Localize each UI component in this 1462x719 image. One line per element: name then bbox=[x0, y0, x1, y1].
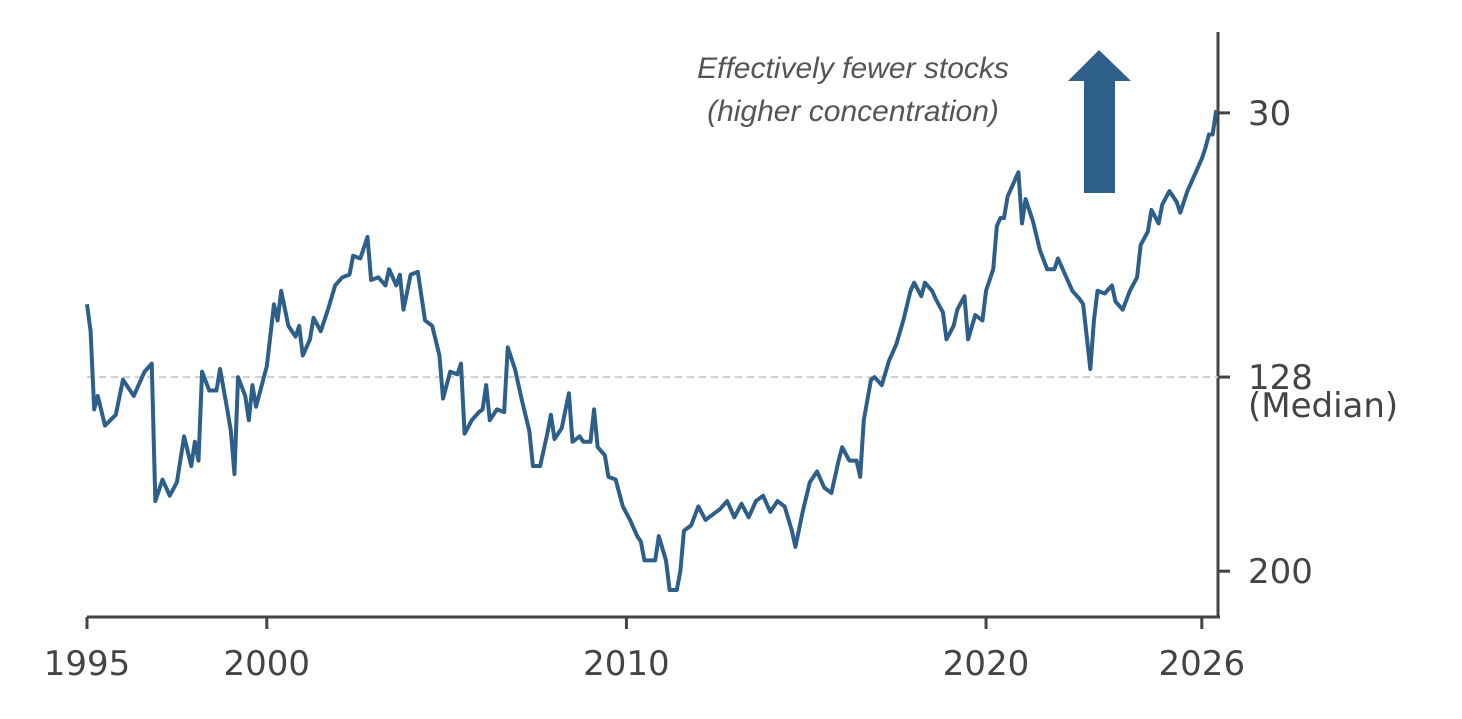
y-tick-label: 128 bbox=[1248, 358, 1313, 398]
data-line bbox=[85, 109, 1219, 593]
x-tick-label: 1995 bbox=[44, 644, 131, 684]
y-tick-label: 30 bbox=[1248, 94, 1291, 134]
annotation: (higher concentration) bbox=[707, 95, 999, 128]
reference-label: (Median) bbox=[1248, 386, 1398, 426]
annotation: Effectively fewer stocks bbox=[697, 52, 1009, 85]
y-tick-label: 200 bbox=[1248, 552, 1313, 592]
x-tick-label: 2010 bbox=[583, 644, 670, 684]
arrow bbox=[1068, 50, 1131, 193]
x-tick-label: 2000 bbox=[224, 644, 311, 684]
x-tick-label: 2020 bbox=[943, 644, 1030, 684]
x-tick-label: 2026 bbox=[1159, 644, 1246, 684]
